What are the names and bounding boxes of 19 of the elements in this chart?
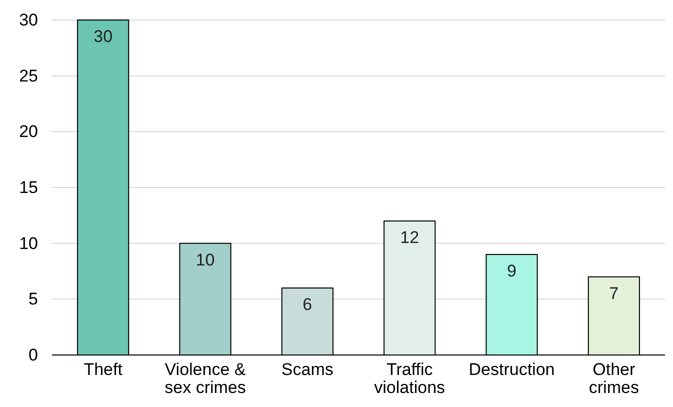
y-tick-label: 0 [28, 345, 38, 364]
y-tick-label: 15 [19, 178, 38, 197]
x-tick-label: Theft [84, 360, 123, 380]
x-tick-label: Traffic violations [374, 360, 446, 397]
data-label: 6 [302, 295, 312, 314]
y-tick-label: 5 [28, 290, 38, 309]
y-tick-label: 25 [19, 66, 38, 86]
data-label: 12 [400, 228, 420, 247]
x-tick-label: Other crimes [588, 360, 639, 397]
x-tick-label: Destruction [468, 360, 555, 380]
data-label: 30 [94, 27, 113, 46]
y-tick-label: 20 [19, 122, 38, 142]
data-label: 7 [609, 284, 619, 303]
data-label: 9 [507, 262, 516, 280]
data-label: 10 [196, 250, 215, 270]
x-tick-label: Scams [281, 360, 334, 380]
x-tick-label: Violence & sex crimes [164, 360, 246, 397]
y-tick-label: 10 [19, 234, 38, 253]
y-tick-label: 30 [19, 10, 38, 30]
